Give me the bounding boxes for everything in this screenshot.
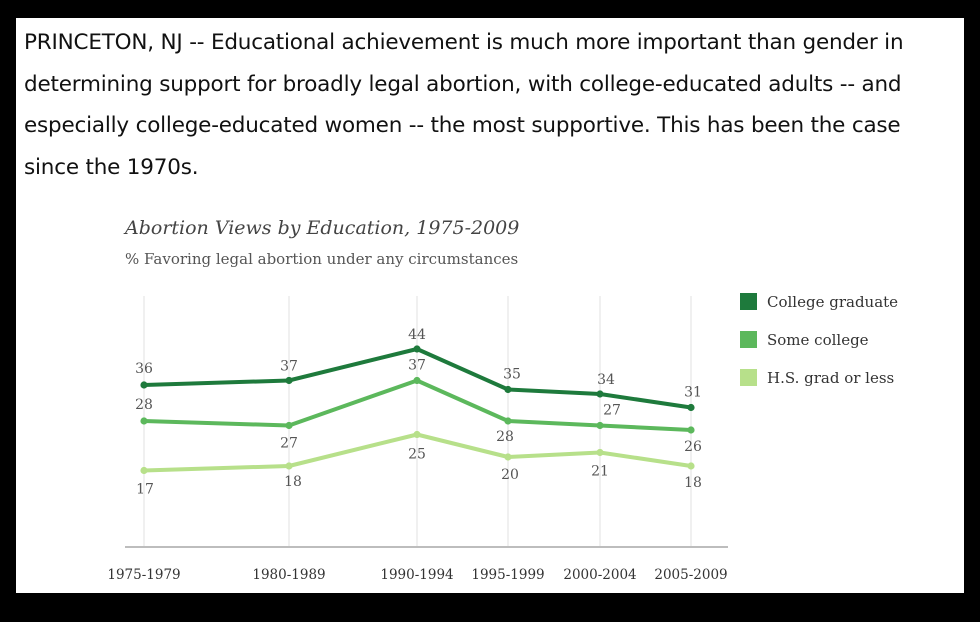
data-label-s0-3: 35	[503, 367, 521, 383]
series-line-2	[142, 432, 693, 473]
data-label-s1-3: 28	[496, 429, 514, 445]
data-label-s0-5: 31	[684, 385, 702, 401]
chart-series	[140, 345, 695, 475]
chart-x-axis: 1975-1979 1980-1989 1990-1994 1995-1999 2000…	[107, 567, 727, 583]
data-label-s2-1: 18	[284, 474, 302, 490]
abortion-views-chart: Abortion Views by Education, 1975-2009 %…	[107, 217, 898, 583]
data-point-s0-2	[413, 345, 421, 353]
content-panel: PRINCETON, NJ -- Educational achievement…	[16, 18, 964, 593]
data-label-s1-1: 27	[280, 436, 298, 452]
data-label-s0-0: 36	[135, 361, 153, 377]
legend-label-0: College graduate	[767, 293, 898, 311]
legend-label-2: H.S. grad or less	[767, 369, 894, 387]
chart-title: Abortion Views by Education, 1975-2009	[123, 217, 519, 239]
data-label-s2-4: 21	[591, 464, 609, 480]
x-tick-label-3: 1995-1999	[471, 567, 544, 583]
data-point-s0-5	[687, 403, 695, 412]
data-point-s1-3	[504, 417, 512, 425]
data-point-s0-1	[285, 376, 293, 385]
data-point-s2-4	[596, 448, 604, 457]
x-tick-label-5: 2005-2009	[654, 567, 727, 583]
data-label-s0-2: 44	[408, 327, 426, 343]
data-point-s0-4	[596, 390, 604, 398]
legend-swatch-1	[740, 331, 757, 348]
data-point-s2-1	[285, 462, 293, 470]
legend-swatch-0	[740, 293, 757, 310]
data-point-s2-3	[504, 453, 512, 461]
x-tick-label-1: 1980-1989	[252, 567, 325, 583]
series-line-0	[142, 347, 693, 410]
legend-swatch-2	[740, 369, 757, 386]
data-label-s2-5: 18	[684, 475, 702, 491]
data-point-s1-4	[596, 421, 604, 430]
x-tick-label-2: 1990-1994	[380, 567, 453, 583]
data-point-s2-0	[140, 466, 148, 475]
chart-data-labels: 36 37 44 35 34 31 28 27 37 28 27 26 17 18 25 20 21 18	[135, 327, 702, 498]
data-label-s1-0: 28	[135, 397, 153, 413]
data-label-s0-4: 34	[597, 372, 615, 388]
data-point-s0-3	[504, 385, 512, 394]
data-label-s1-5: 26	[684, 439, 702, 455]
x-tick-label-0: 1975-1979	[107, 567, 180, 583]
data-label-s2-2: 25	[408, 447, 426, 463]
data-point-s1-1	[285, 421, 293, 430]
data-point-s2-5	[687, 462, 695, 470]
chart-subtitle: % Favoring legal abortion under any circ…	[125, 250, 518, 268]
data-label-s2-0: 17	[136, 482, 154, 498]
data-label-s1-2: 37	[408, 358, 426, 374]
data-label-s1-4: 27	[603, 403, 621, 419]
data-label-s0-1: 37	[280, 359, 298, 375]
chart-legend: College graduate Some college H.S. grad or…	[740, 293, 898, 387]
data-point-s1-0	[140, 417, 148, 425]
data-point-s0-0	[140, 381, 148, 389]
x-tick-label-4: 2000-2004	[563, 567, 636, 583]
intro-paragraph: PRINCETON, NJ -- Educational achievement…	[24, 30, 904, 180]
data-label-s2-3: 20	[501, 467, 519, 483]
data-point-s2-2	[413, 430, 421, 439]
series-line-1	[142, 378, 693, 432]
data-point-s1-2	[413, 376, 421, 385]
data-point-s1-5	[687, 426, 695, 434]
legend-label-1: Some college	[767, 331, 869, 349]
